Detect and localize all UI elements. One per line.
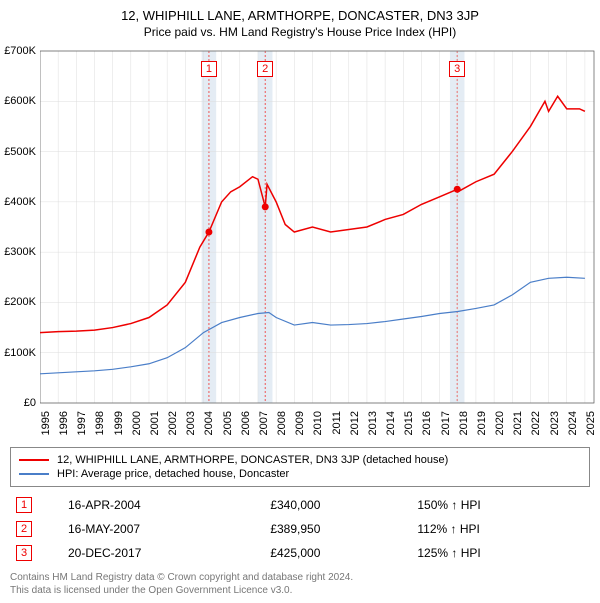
x-axis-label: 2007 [258,411,270,435]
x-axis-label: 2012 [349,411,361,435]
y-axis-label: £0 [24,397,36,409]
x-axis-label: 2016 [421,411,433,435]
line-chart-svg [40,47,600,407]
legend-label-1: 12, WHIPHILL LANE, ARMTHORPE, DONCASTER,… [57,454,448,466]
x-axis-label: 2023 [549,411,561,435]
legend-item-1: 12, WHIPHILL LANE, ARMTHORPE, DONCASTER,… [19,454,581,466]
x-axis-label: 2015 [403,411,415,435]
x-axis-label: 2009 [294,411,306,435]
x-axis-label: 2001 [149,411,161,435]
y-axis-label: £600K [4,95,36,107]
marker-box: 3 [449,61,465,77]
x-axis-label: 2003 [185,411,197,435]
transactions-table: 1 16-APR-2004£340,000150% ↑ HPI 2 16-MAY-20… [10,493,590,565]
footer-line-2: This data is licensed under the Open Gov… [10,584,590,597]
txn-num-box: 3 [16,545,32,561]
legend-swatch-1 [19,459,49,461]
y-axis-label: £200K [4,296,36,308]
x-axis-label: 2002 [167,411,179,435]
marker-box: 2 [257,61,273,77]
x-axis-label: 2011 [331,411,343,435]
x-axis-label: 2006 [240,411,252,435]
marker-box: 1 [201,61,217,77]
x-axis-label: 2014 [385,411,397,435]
footer-line-1: Contains HM Land Registry data © Crown c… [10,571,590,584]
x-axis-label: 2020 [494,411,506,435]
y-axis-label: £300K [4,246,36,258]
txn-date: 16-MAY-2007 [62,517,264,541]
legend-item-2: HPI: Average price, detached house, Donc… [19,468,581,480]
x-axis-label: 2022 [530,411,542,435]
txn-date: 16-APR-2004 [62,493,264,517]
chart-area: £0£100K£200K£300K£400K£500K£600K£700K199… [40,47,600,407]
x-axis-label: 1999 [113,411,125,435]
x-axis-label: 2018 [458,411,470,435]
x-axis-label: 2008 [276,411,288,435]
txn-num-box: 1 [16,497,32,513]
chart-title: 12, WHIPHILL LANE, ARMTHORPE, DONCASTER,… [0,8,600,23]
y-axis-label: £400K [4,196,36,208]
txn-price: £340,000 [264,493,411,517]
chart-container: 12, WHIPHILL LANE, ARMTHORPE, DONCASTER,… [0,8,600,597]
x-axis-label: 2000 [131,411,143,435]
x-axis-label: 2010 [312,411,324,435]
txn-price: £389,950 [264,517,411,541]
txn-hpi: 150% ↑ HPI [411,493,590,517]
legend-label-2: HPI: Average price, detached house, Donc… [57,468,289,480]
x-axis-label: 2025 [585,411,597,435]
txn-date: 20-DEC-2017 [62,541,264,565]
x-axis-label: 2024 [567,411,579,435]
x-axis-label: 1998 [94,411,106,435]
x-axis-label: 2013 [367,411,379,435]
txn-num-box: 2 [16,521,32,537]
legend-swatch-2 [19,473,49,475]
x-axis-label: 2019 [476,411,488,435]
y-axis-label: £700K [4,45,36,57]
x-axis-label: 2021 [512,411,524,435]
y-axis-label: £100K [4,347,36,359]
txn-hpi: 112% ↑ HPI [411,517,590,541]
x-axis-label: 1996 [58,411,70,435]
chart-subtitle: Price paid vs. HM Land Registry's House … [0,25,600,39]
legend-box: 12, WHIPHILL LANE, ARMTHORPE, DONCASTER,… [10,447,590,487]
footer-text: Contains HM Land Registry data © Crown c… [10,571,590,597]
transaction-row: 1 16-APR-2004£340,000150% ↑ HPI [10,493,590,517]
transaction-row: 2 16-MAY-2007£389,950112% ↑ HPI [10,517,590,541]
txn-price: £425,000 [264,541,411,565]
x-axis-label: 1997 [76,411,88,435]
txn-hpi: 125% ↑ HPI [411,541,590,565]
x-axis-label: 2004 [203,411,215,435]
x-axis-label: 2017 [440,411,452,435]
y-axis-label: £500K [4,146,36,158]
transaction-row: 3 20-DEC-2017£425,000125% ↑ HPI [10,541,590,565]
x-axis-label: 2005 [222,411,234,435]
x-axis-label: 1995 [40,411,52,435]
